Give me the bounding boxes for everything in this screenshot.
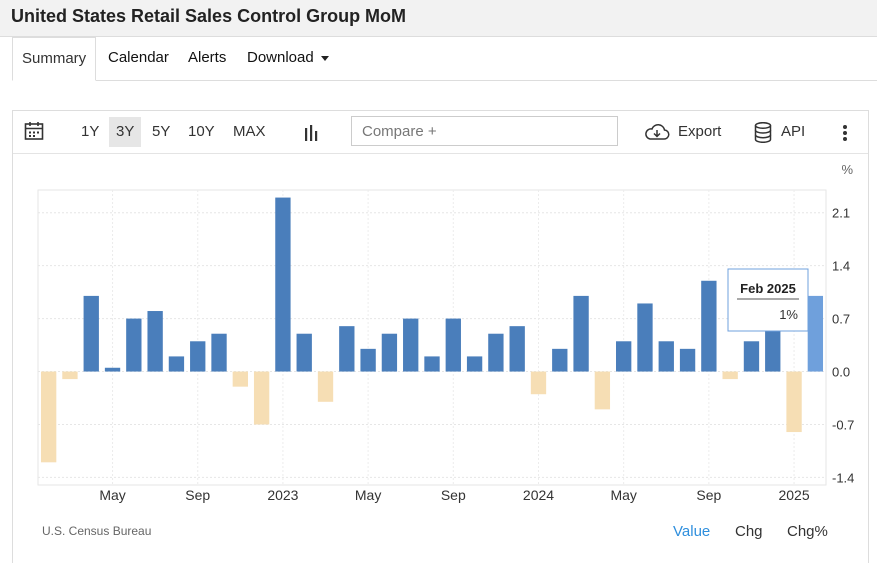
x-tick-label: Sep xyxy=(696,487,721,503)
chart-type-icon[interactable] xyxy=(304,123,320,143)
y-tick-label: 1.4 xyxy=(832,259,850,274)
y-tick-label: 0.0 xyxy=(832,365,850,380)
export-label: Export xyxy=(678,123,722,140)
x-tick-label: May xyxy=(355,487,381,503)
bar[interactable] xyxy=(104,367,121,372)
x-tick-label: May xyxy=(610,487,636,503)
database-icon xyxy=(754,122,772,143)
tab-calendar[interactable]: Calendar xyxy=(108,49,169,66)
value-option[interactable]: Value xyxy=(673,523,711,540)
bar[interactable] xyxy=(40,371,57,463)
bar[interactable] xyxy=(381,333,398,372)
bar[interactable] xyxy=(403,318,419,372)
chg-option[interactable]: Chg xyxy=(735,523,763,540)
x-tick-label: Sep xyxy=(441,487,466,503)
x-tick-label: 2024 xyxy=(523,487,554,503)
bar[interactable] xyxy=(147,311,163,372)
bar[interactable] xyxy=(211,333,227,372)
tab-bar: Summary Calendar Alerts Download xyxy=(12,37,877,81)
compare-input[interactable] xyxy=(351,116,618,146)
source-label: U.S. Census Bureau xyxy=(42,524,152,538)
bar[interactable] xyxy=(232,371,248,387)
y-tick-label: 0.7 xyxy=(832,312,850,327)
bar[interactable] xyxy=(62,371,78,380)
y-tick-label: 2.1 xyxy=(832,206,850,221)
x-tick-label: May xyxy=(99,487,125,503)
tab-download[interactable]: Download xyxy=(247,37,329,80)
bar[interactable] xyxy=(552,348,568,372)
tab-alerts[interactable]: Alerts xyxy=(188,49,227,66)
bar[interactable] xyxy=(488,333,504,372)
tab-download-label: Download xyxy=(247,49,314,66)
chg-percent-option[interactable]: Chg% xyxy=(787,523,828,540)
x-tick-label: Sep xyxy=(185,487,210,503)
calendar-icon[interactable] xyxy=(24,121,44,143)
y-tick-label: -0.7 xyxy=(832,417,854,432)
bar[interactable] xyxy=(679,348,696,372)
y-unit-label: % xyxy=(841,162,853,177)
api-label: API xyxy=(781,123,806,140)
bar[interactable] xyxy=(296,333,312,372)
bar[interactable] xyxy=(190,341,206,372)
bar[interactable] xyxy=(530,371,547,395)
bar[interactable] xyxy=(509,326,525,372)
plot-area xyxy=(37,189,827,486)
more-options-icon[interactable] xyxy=(842,123,848,143)
bar[interactable] xyxy=(360,348,376,372)
caret-down-icon xyxy=(320,55,329,61)
range-max-button[interactable]: MAX xyxy=(233,123,266,140)
bar[interactable] xyxy=(765,318,781,372)
bar[interactable] xyxy=(317,371,334,402)
range-1y-button[interactable]: 1Y xyxy=(81,123,100,140)
range-5y-button[interactable]: 5Y xyxy=(152,123,171,140)
bar[interactable] xyxy=(743,341,760,372)
bar[interactable] xyxy=(637,303,653,372)
bar[interactable] xyxy=(573,295,589,372)
range-10y-button[interactable]: 10Y xyxy=(188,123,215,140)
page-title: United States Retail Sales Control Group… xyxy=(11,6,407,26)
y-tick-label: -1.4 xyxy=(832,470,854,485)
chart-toolbar: 1Y 3Y 5Y 10Y MAX Export API xyxy=(13,111,868,154)
bar[interactable] xyxy=(466,356,483,372)
bar[interactable] xyxy=(807,295,824,372)
bar[interactable] xyxy=(253,371,270,425)
bar[interactable] xyxy=(83,295,99,372)
chart-panel: 1Y 3Y 5Y 10Y MAX Export API xyxy=(12,110,869,563)
cloud-download-icon xyxy=(645,123,670,140)
bar[interactable] xyxy=(126,318,142,372)
bar[interactable] xyxy=(722,371,738,380)
x-tick-label: 2023 xyxy=(267,487,298,503)
x-tick-label: 2025 xyxy=(778,487,809,503)
bar[interactable] xyxy=(168,356,185,372)
value-tooltip: Feb 2025 1% xyxy=(727,268,809,332)
bar-chart: % 2.1 1.4 0.7 0.0 -0.7 -1.4 May Sep 2023 May Sep 2… xyxy=(37,162,854,503)
bar[interactable] xyxy=(616,341,632,372)
bar[interactable] xyxy=(658,341,674,372)
tab-summary[interactable]: Summary xyxy=(12,37,97,81)
tooltip-value: 1% xyxy=(779,307,798,322)
tooltip-date: Feb 2025 xyxy=(740,281,796,296)
bar[interactable] xyxy=(701,280,717,372)
bar[interactable] xyxy=(445,318,461,372)
bar[interactable] xyxy=(424,356,440,372)
range-3y-button[interactable]: 3Y xyxy=(109,117,142,147)
bar[interactable] xyxy=(786,371,802,433)
page-header: United States Retail Sales Control Group… xyxy=(0,0,877,37)
bar[interactable] xyxy=(275,197,291,372)
bar[interactable] xyxy=(594,371,611,410)
bar[interactable] xyxy=(339,326,355,372)
